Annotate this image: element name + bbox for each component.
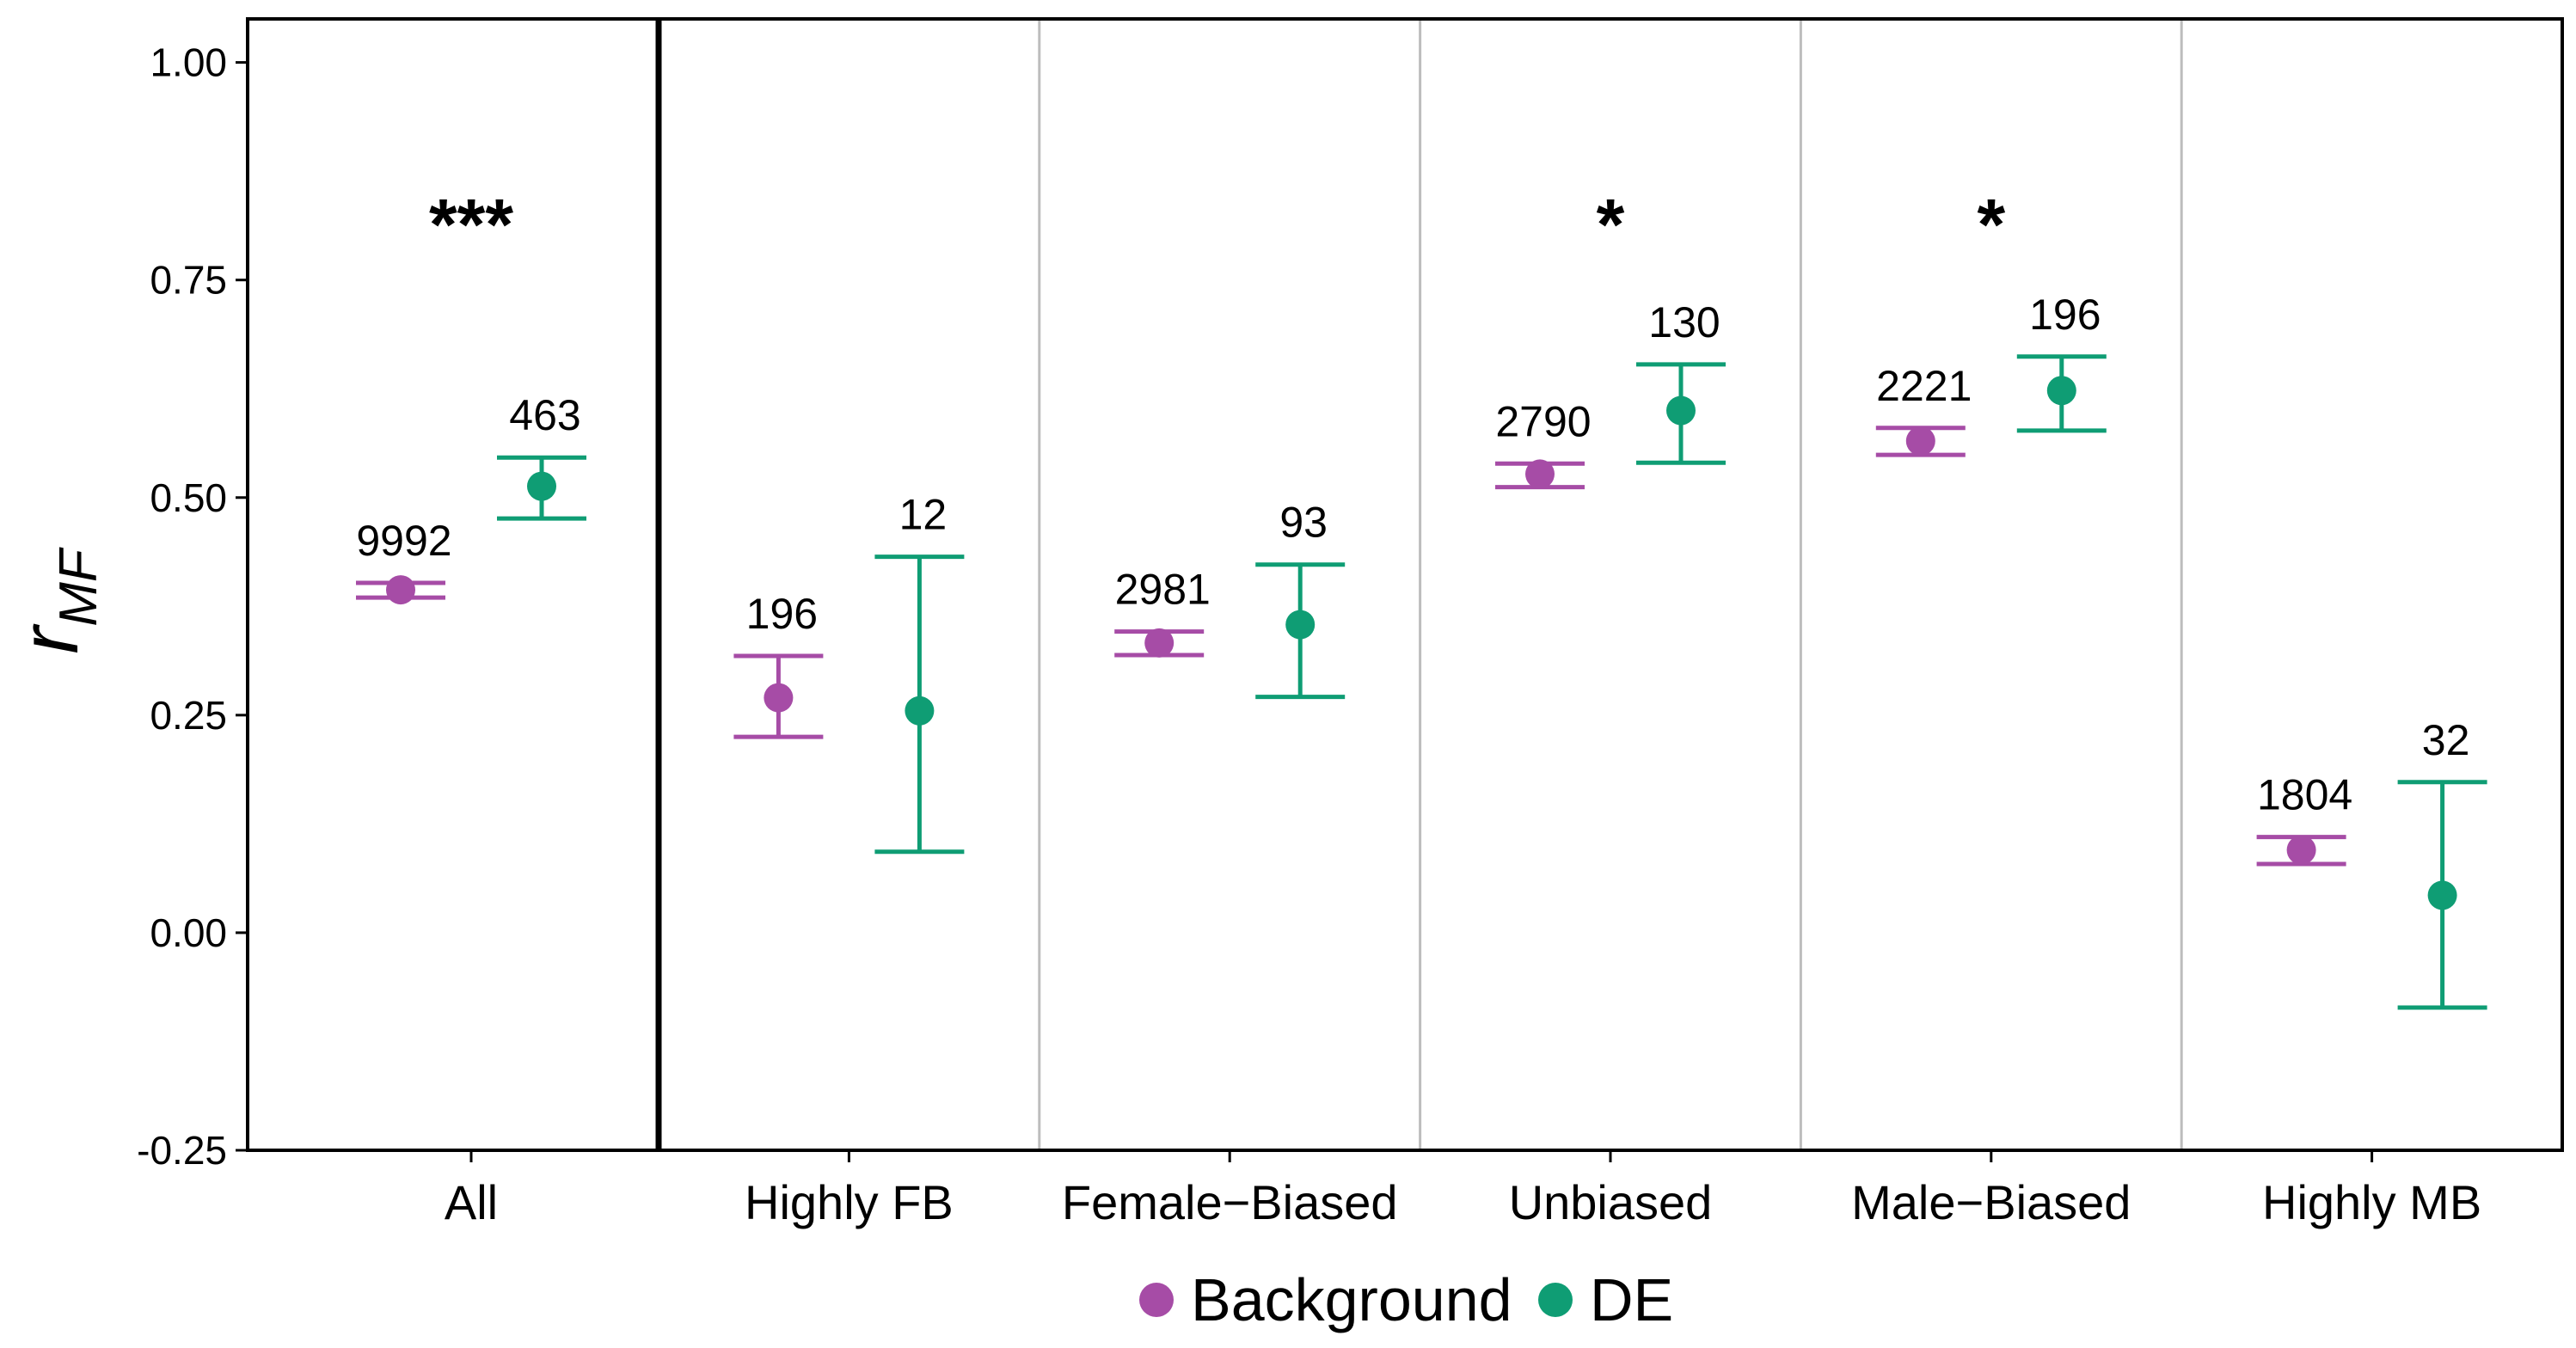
legend-item-background: Background bbox=[1139, 1266, 1512, 1333]
sample-size-label: 196 bbox=[2029, 291, 2101, 339]
legend-label: Background bbox=[1191, 1266, 1512, 1333]
y-tick-label: 0.00 bbox=[150, 910, 227, 955]
data-point bbox=[905, 695, 935, 726]
category-label: Female−Biased bbox=[1062, 1175, 1398, 1229]
point-background-group: 2981 bbox=[1114, 566, 1211, 658]
data-point bbox=[527, 471, 556, 501]
legend-item-de: DE bbox=[1538, 1266, 1673, 1333]
point-de-group: 130 bbox=[1636, 298, 1726, 465]
legend-label: DE bbox=[1590, 1266, 1673, 1333]
sample-size-label: 12 bbox=[899, 491, 948, 539]
category-label: Highly MB bbox=[2262, 1175, 2481, 1229]
sample-size-label: 130 bbox=[1648, 298, 1720, 346]
data-point bbox=[764, 683, 794, 713]
legend-swatch bbox=[1538, 1283, 1573, 1317]
data-point bbox=[1285, 610, 1316, 640]
y-tick-label: 0.25 bbox=[150, 693, 227, 738]
sample-size-label: 196 bbox=[746, 590, 818, 638]
sample-size-label: 2790 bbox=[1495, 397, 1591, 445]
data-marks: 9992 196 2981 2790 2221 1804 463 12 93 130 196 32 bbox=[356, 291, 2487, 1010]
point-de-group: 32 bbox=[2397, 716, 2487, 1010]
significance-marker: *** bbox=[429, 184, 513, 265]
category-label: All bbox=[445, 1175, 498, 1229]
point-background-group: 2790 bbox=[1495, 397, 1592, 490]
legend-swatch bbox=[1139, 1283, 1174, 1317]
point-de-group: 463 bbox=[497, 391, 586, 521]
sample-size-label: 32 bbox=[2422, 716, 2470, 764]
sample-size-label: 463 bbox=[509, 391, 580, 439]
point-de-group: 196 bbox=[2016, 291, 2107, 433]
data-point bbox=[2286, 835, 2316, 865]
y-axis-label: rMF bbox=[3, 547, 108, 654]
data-point bbox=[1525, 459, 1555, 489]
data-point bbox=[1144, 628, 1175, 658]
y-axis: -0.25 0.00 0.25 0.50 0.75 1.00 bbox=[137, 40, 248, 1173]
point-de-group: 93 bbox=[1255, 499, 1346, 700]
sample-size-label: 2221 bbox=[1876, 362, 1972, 410]
category-separators bbox=[655, 19, 2183, 1150]
sample-size-label: 93 bbox=[1279, 499, 1328, 547]
data-point bbox=[1666, 395, 1696, 426]
significance-marker: * bbox=[1977, 184, 2005, 265]
data-point bbox=[1905, 426, 1935, 456]
point-background-group: 196 bbox=[733, 590, 824, 739]
y-tick-label: -0.25 bbox=[137, 1128, 227, 1173]
data-point bbox=[2046, 376, 2076, 406]
point-de-group: 12 bbox=[874, 491, 965, 855]
significance-markers: *** * * bbox=[429, 184, 2005, 265]
sample-size-label: 2981 bbox=[1115, 566, 1211, 614]
sample-size-label: 9992 bbox=[356, 517, 451, 565]
category-label: Unbiased bbox=[1509, 1175, 1713, 1229]
category-label: Male−Biased bbox=[1851, 1175, 2131, 1229]
point-background-group: 1804 bbox=[2256, 771, 2352, 867]
legend: Background DE bbox=[1139, 1266, 1673, 1333]
x-axis: All Highly FB Female−Biased Unbiased Male−Bi… bbox=[445, 1150, 2481, 1229]
sample-size-label: 1804 bbox=[2257, 771, 2352, 819]
y-axis-label-subscript: MF bbox=[49, 547, 108, 627]
point-background-group: 2221 bbox=[1875, 362, 1972, 457]
significance-marker: * bbox=[1597, 184, 1625, 265]
plot-frame bbox=[246, 17, 2564, 1152]
data-point bbox=[2427, 880, 2457, 910]
data-point bbox=[386, 575, 415, 605]
point-background-group: 9992 bbox=[356, 517, 452, 605]
category-label: Highly FB bbox=[745, 1175, 954, 1229]
y-tick-label: 0.75 bbox=[150, 258, 227, 303]
y-tick-label: 1.00 bbox=[150, 40, 227, 85]
y-axis-label-base: r bbox=[3, 623, 95, 654]
y-tick-label: 0.50 bbox=[150, 475, 227, 520]
